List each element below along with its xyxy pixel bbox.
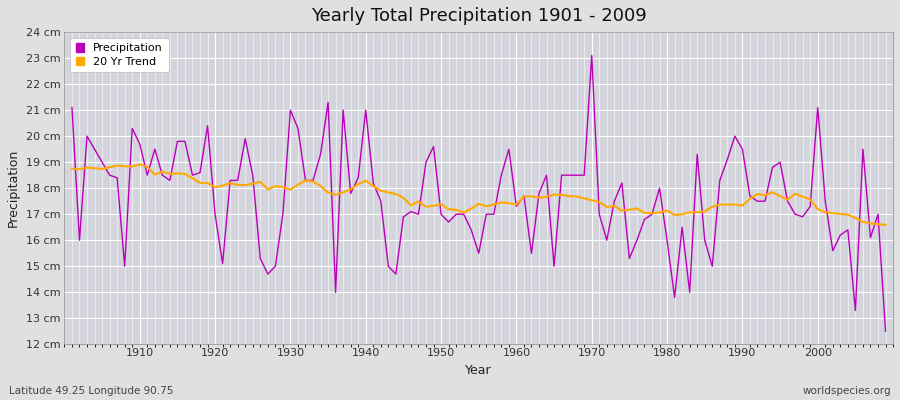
Precipitation [67, 105, 77, 110]
Y-axis label: Precipitation: Precipitation [7, 149, 20, 227]
20 Yr Trend [518, 194, 529, 199]
20 Yr Trend [300, 178, 310, 183]
Precipitation [586, 53, 597, 58]
20 Yr Trend [134, 162, 145, 167]
Precipitation [511, 204, 522, 209]
Line: 20 Yr Trend: 20 Yr Trend [72, 164, 886, 225]
20 Yr Trend [880, 222, 891, 227]
Legend: Precipitation, 20 Yr Trend: Precipitation, 20 Yr Trend [70, 38, 168, 72]
Precipitation [338, 108, 348, 112]
Precipitation [880, 329, 891, 334]
20 Yr Trend [127, 164, 138, 169]
Precipitation [127, 126, 138, 131]
Text: Latitude 49.25 Longitude 90.75: Latitude 49.25 Longitude 90.75 [9, 386, 174, 396]
20 Yr Trend [67, 166, 77, 171]
Precipitation [609, 199, 620, 204]
Precipitation [292, 126, 303, 131]
20 Yr Trend [511, 202, 522, 207]
Text: worldspecies.org: worldspecies.org [803, 386, 891, 396]
20 Yr Trend [346, 187, 356, 192]
20 Yr Trend [609, 203, 620, 208]
Line: Precipitation: Precipitation [72, 56, 886, 331]
Precipitation [503, 147, 514, 152]
X-axis label: Year: Year [465, 364, 492, 377]
Title: Yearly Total Precipitation 1901 - 2009: Yearly Total Precipitation 1901 - 2009 [310, 7, 646, 25]
